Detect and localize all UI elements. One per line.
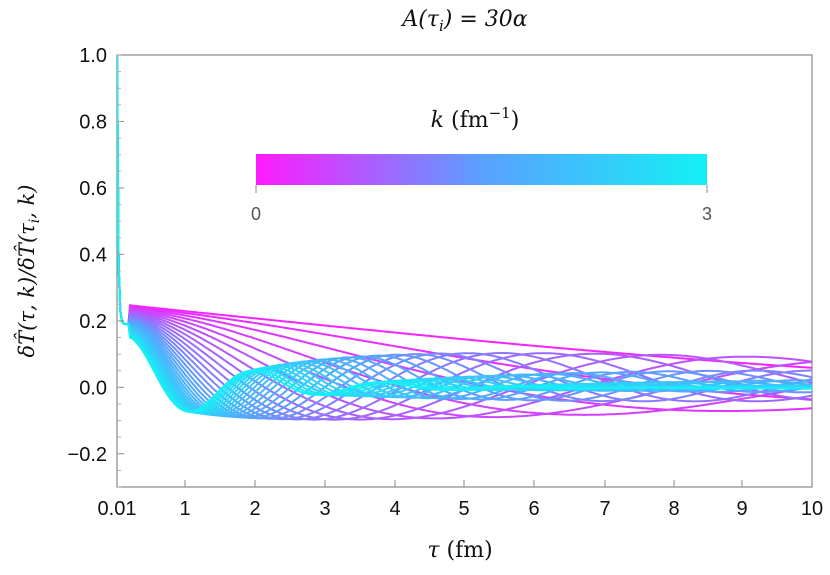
y-tick-label: 0.0 (79, 377, 107, 399)
x-tick-label: 1 (179, 498, 190, 520)
x-tick-label: 0.01 (98, 498, 137, 520)
series-line (117, 55, 812, 401)
series-group (117, 55, 812, 421)
y-tick-label: 1.0 (79, 45, 107, 67)
series-line (117, 55, 812, 412)
colorbar: 0 3 k (fm−1) (251, 104, 712, 224)
y-axis-label: δT̂(τ, k)/δT̂(τi, k) (15, 184, 43, 357)
x-tick-label: 8 (668, 498, 679, 520)
series-line (117, 55, 812, 421)
y-tick-label: 0.4 (79, 244, 107, 266)
series-line (117, 55, 812, 420)
series-line (117, 55, 812, 416)
y-tick-label: 0.6 (79, 178, 107, 200)
x-tick-label: 9 (736, 498, 747, 520)
chart-title: A(τi) = 30α (400, 7, 527, 35)
x-tick-label: 5 (458, 498, 469, 520)
colorbar-max-label: 3 (702, 204, 712, 224)
y-tick-label: 0.2 (79, 311, 107, 333)
series-line (117, 55, 812, 413)
colorbar-min-label: 0 (251, 204, 261, 224)
y-tick-label: −0.2 (68, 444, 107, 466)
x-tick-label: 10 (801, 498, 823, 520)
x-tick-label: 4 (389, 498, 400, 520)
y-tick-label: 0.8 (79, 111, 107, 133)
axis-ticks: 0.01 1 2 3 4 5 6 7 8 9 10 −0.2 0.0 0.2 0.4 0.6 0.8 1.0 (68, 45, 824, 520)
x-axis-label: τ (fm) (427, 538, 492, 563)
x-tick-label: 2 (249, 498, 260, 520)
x-tick-label: 7 (599, 498, 610, 520)
colorbar-gradient (256, 154, 707, 185)
x-tick-label: 3 (319, 498, 330, 520)
series-line (117, 55, 812, 420)
colorbar-label: k (fm−1) (431, 104, 520, 133)
x-tick-label: 6 (528, 498, 539, 520)
